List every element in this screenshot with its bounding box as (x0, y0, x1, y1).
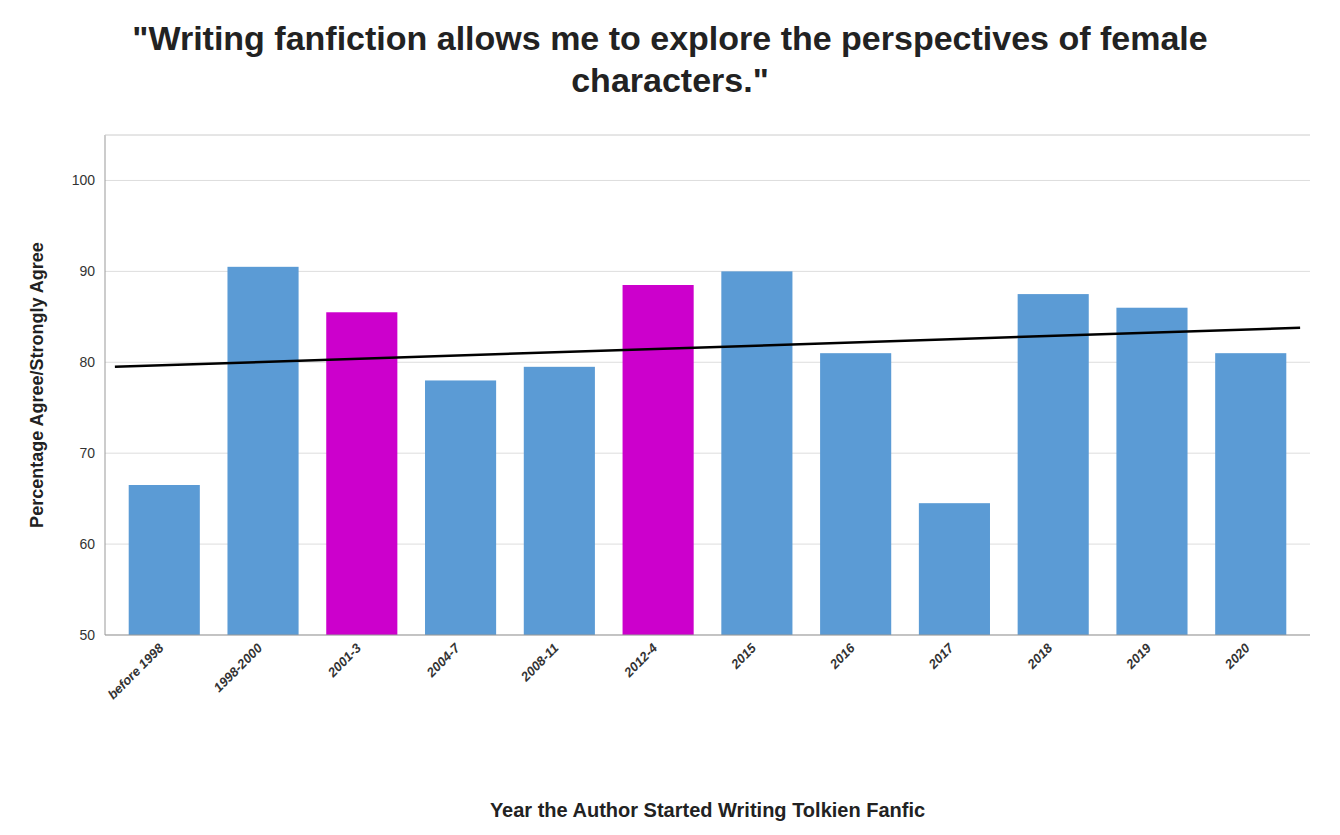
y-tick-label: 60 (79, 536, 95, 552)
y-tick-label: 70 (79, 445, 95, 461)
grid-line (105, 635, 1310, 636)
x-axis-label: Year the Author Started Writing Tolkien … (490, 799, 925, 821)
x-tick-label: 2019 (1122, 640, 1154, 672)
bar (623, 285, 694, 635)
y-tick-label: 100 (72, 172, 96, 188)
plot-area (115, 267, 1300, 635)
x-tick-label: 2016 (826, 640, 858, 672)
bar (820, 353, 891, 635)
x-tick-label: 2012-4 (620, 640, 660, 680)
chart-svg: "Writing fanfiction allows me to explore… (0, 0, 1340, 835)
y-tick-label: 90 (79, 263, 95, 279)
x-axis-line (105, 635, 1310, 636)
title-group: "Writing fanfiction allows me to explore… (132, 19, 1207, 99)
title: "Writing fanfiction allows me to explore… (132, 19, 1207, 99)
x-tick-label: 2015 (727, 640, 759, 672)
y-axis-label: Percentage Agree/Strongly Agree (27, 242, 47, 528)
x-tick-label: 2001-3 (324, 640, 364, 680)
bar (129, 485, 200, 635)
y-tick-label: 80 (79, 354, 95, 370)
x-tick-label: 2020 (1221, 640, 1253, 672)
y-axis-line (105, 135, 106, 635)
bar (227, 267, 298, 635)
bar (919, 503, 990, 635)
x-tick-label: 2018 (1024, 640, 1056, 672)
bar (1018, 294, 1089, 635)
grid-line (105, 180, 1310, 181)
title-line: characters." (571, 61, 769, 99)
bar (1116, 308, 1187, 635)
top-frame-line (105, 135, 1310, 136)
y-tick-label: 50 (79, 627, 95, 643)
x-tick-label: 2017 (925, 640, 957, 672)
title-line: "Writing fanfiction allows me to explore… (132, 19, 1207, 57)
axes: before 1998 1998-2000 2001-3 2004-7 2008-11 2… (105, 135, 1310, 702)
x-tick-label: 1998-2000 (211, 640, 266, 695)
bar (1215, 353, 1286, 635)
x-tick-label: before 1998 (105, 640, 167, 702)
bar (425, 380, 496, 635)
bar (524, 367, 595, 635)
bar (721, 271, 792, 635)
x-tick-label: 2004-7 (423, 640, 463, 680)
chart-container: "Writing fanfiction allows me to explore… (0, 0, 1340, 835)
x-tick-label: 2008-11 (517, 641, 561, 685)
trendline (115, 328, 1300, 367)
